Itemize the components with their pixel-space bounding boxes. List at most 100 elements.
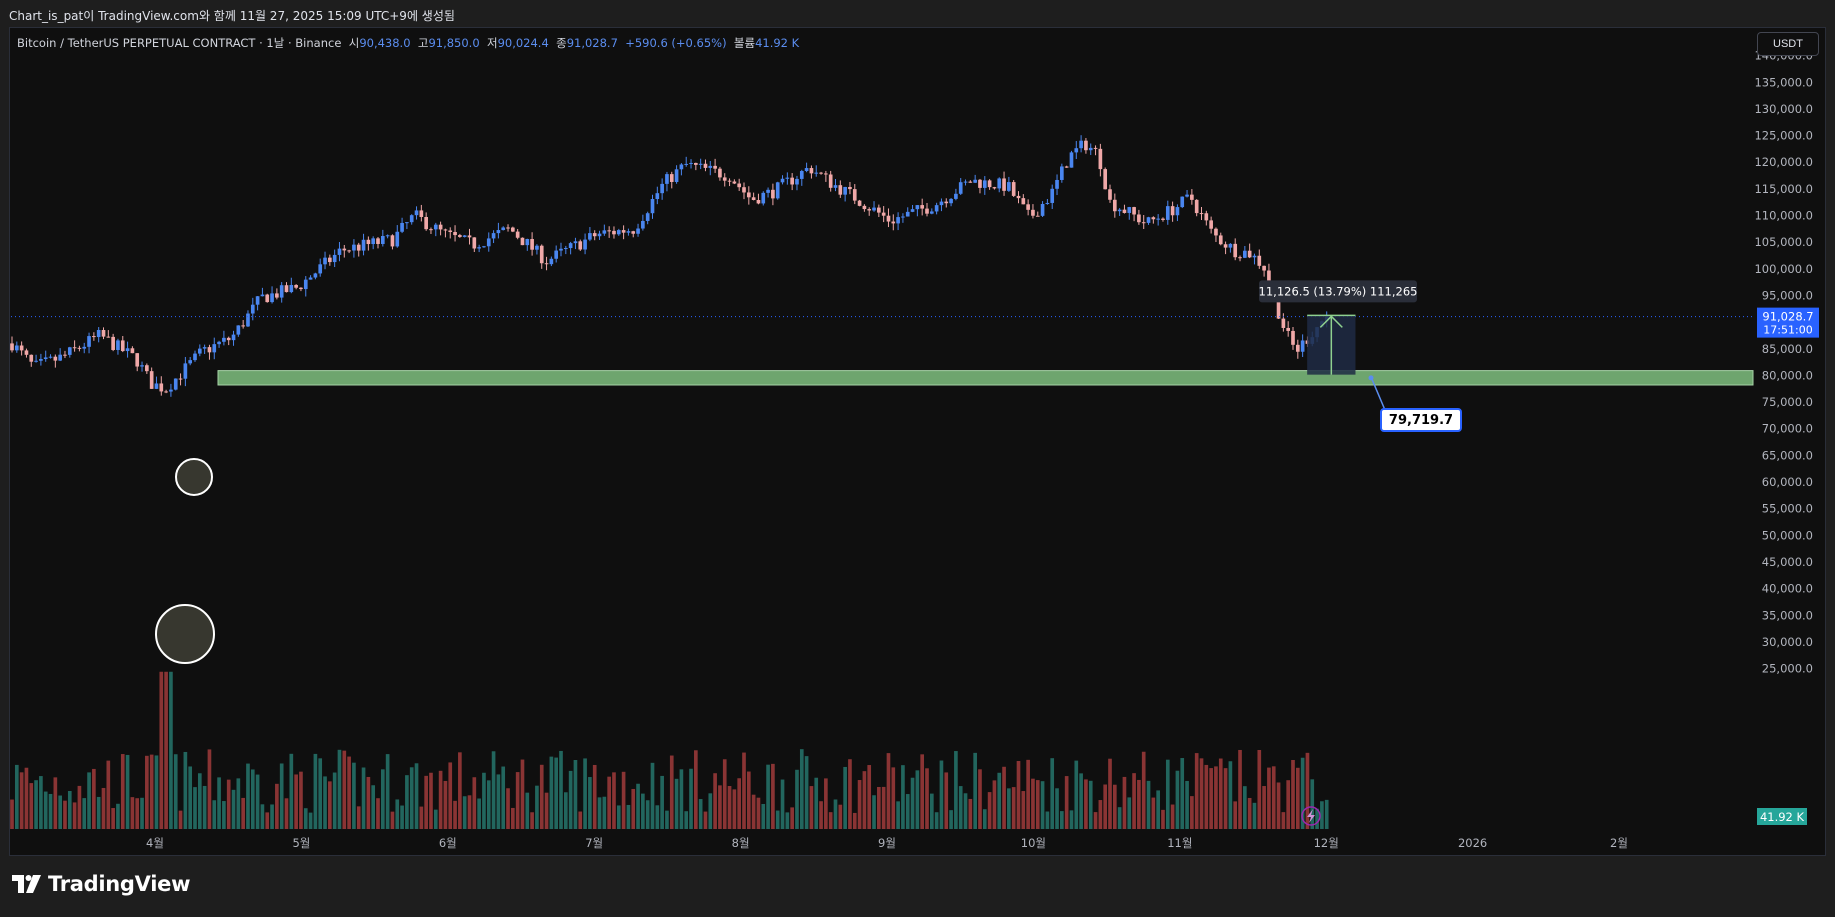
volume-bar xyxy=(323,776,327,829)
candle-body xyxy=(1093,147,1098,149)
currency-button[interactable]: USDT xyxy=(1757,32,1819,56)
volume-bar xyxy=(10,799,14,829)
volume-bar xyxy=(385,754,390,829)
candle-body xyxy=(949,198,953,204)
candle-body xyxy=(63,354,67,356)
volume-bar xyxy=(159,671,164,829)
candle-body xyxy=(1112,199,1117,212)
candle-body xyxy=(246,313,250,327)
candle-body xyxy=(265,294,270,303)
candle-body xyxy=(409,215,414,223)
volume-bar xyxy=(106,760,111,829)
volume-bar xyxy=(414,763,419,829)
candle-body xyxy=(1021,198,1026,205)
candle-body xyxy=(130,348,135,354)
candle-body xyxy=(515,231,520,238)
volume-bar xyxy=(1117,807,1122,829)
volume-bar xyxy=(87,772,91,829)
candle-body xyxy=(424,216,428,230)
candle-body xyxy=(1223,244,1228,248)
y-tick-label: 95,000.0 xyxy=(1762,288,1813,302)
volume-bar xyxy=(1194,753,1199,829)
y-tick-label: 25,000.0 xyxy=(1762,662,1813,676)
volume-bar xyxy=(1180,758,1185,829)
candle-body xyxy=(549,258,554,265)
volume-bar xyxy=(111,808,115,829)
volume-bar xyxy=(1069,810,1074,829)
legend-volume: 41.92 K xyxy=(755,36,800,50)
volume-bar xyxy=(337,749,342,829)
candle-body xyxy=(29,354,34,362)
tradingview-logo[interactable]: TradingView xyxy=(12,872,190,896)
candle-body xyxy=(400,222,404,232)
candle-body xyxy=(1218,235,1223,245)
volume-bar xyxy=(1209,768,1213,829)
volume-bar xyxy=(294,774,298,829)
candle-body xyxy=(1247,250,1252,258)
candle-body xyxy=(173,378,178,390)
volume-bar xyxy=(1238,749,1242,829)
volume-bar xyxy=(607,776,611,829)
volume-bar xyxy=(92,768,96,829)
candle-body xyxy=(347,250,351,252)
candle-body xyxy=(19,345,24,351)
candle-body xyxy=(1127,207,1132,213)
volume-bar xyxy=(1276,782,1281,829)
candle-body xyxy=(87,336,91,347)
candle-body xyxy=(501,227,506,231)
candle-body xyxy=(665,174,669,184)
candle-body xyxy=(973,179,977,183)
candle-body xyxy=(279,285,284,298)
x-tick-label: 12월 xyxy=(1314,836,1339,850)
volume-bar xyxy=(342,750,347,829)
candle-body xyxy=(125,348,130,352)
x-tick-label: 2026 xyxy=(1458,836,1487,850)
candle-body xyxy=(727,180,732,182)
candle-body xyxy=(588,233,592,240)
candle-body xyxy=(120,340,125,352)
candle-body xyxy=(929,211,934,214)
y-tick-label: 110,000.0 xyxy=(1754,209,1813,223)
candle-body xyxy=(48,356,53,358)
last-price-label: 91,028.7 xyxy=(1762,310,1813,324)
legend-close-label: 종 xyxy=(556,36,567,50)
candle-body xyxy=(708,165,713,168)
volume-bar xyxy=(1088,780,1093,829)
volume-bar xyxy=(742,752,746,829)
volume-bar xyxy=(24,767,29,829)
volume-bar xyxy=(472,777,477,829)
volume-spike-circle xyxy=(155,604,215,664)
volume-bar xyxy=(944,772,949,829)
candle-body xyxy=(39,359,43,361)
x-tick-label: 2월 xyxy=(1610,836,1628,850)
volume-bar xyxy=(477,798,481,829)
price-low-circle xyxy=(175,458,213,496)
volume-bar xyxy=(193,787,197,829)
candle-body xyxy=(472,237,477,249)
volume-bar xyxy=(1243,786,1247,829)
candle-body xyxy=(1088,147,1093,151)
volume-bar xyxy=(982,809,987,829)
volume-bar xyxy=(674,778,679,829)
volume-bar xyxy=(689,768,693,829)
support-callout-anchor xyxy=(1368,375,1374,381)
volume-bar xyxy=(901,765,905,829)
candle-body xyxy=(901,216,905,218)
candle-body xyxy=(116,340,120,350)
volume-bar xyxy=(101,787,106,829)
lightning-icon[interactable] xyxy=(1301,806,1321,826)
candle-body xyxy=(742,187,746,193)
legend-symbol: Bitcoin / TetherUS PERPETUAL CONTRACT · … xyxy=(17,36,342,50)
candle-body xyxy=(852,189,857,201)
volume-bar xyxy=(366,776,371,829)
candle-body xyxy=(867,209,872,211)
volume-bar xyxy=(226,779,231,829)
volume-bar xyxy=(891,767,896,829)
legend-open-label: 시 xyxy=(348,36,360,50)
candle-body xyxy=(1016,195,1021,199)
volume-bar xyxy=(1093,812,1098,829)
chart-frame[interactable] xyxy=(9,27,1826,856)
volume-bar xyxy=(992,780,997,829)
candle-body xyxy=(390,235,395,247)
